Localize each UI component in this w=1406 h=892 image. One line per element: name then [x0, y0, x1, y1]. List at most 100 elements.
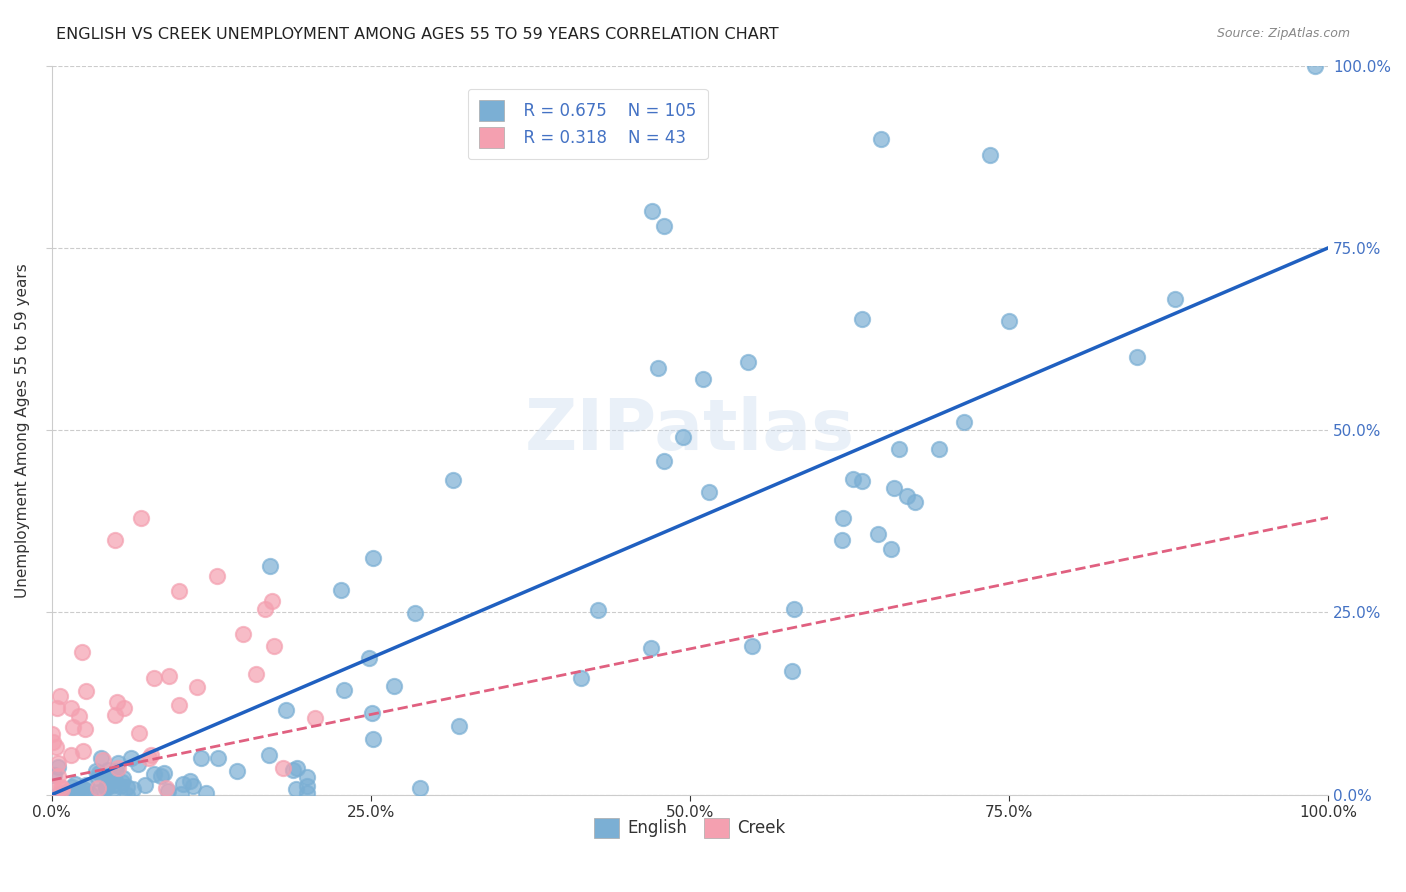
Point — [51, 781, 73, 796]
Point — [142, 671, 165, 685]
Point — [295, 786, 318, 800]
Text: Source: ZipAtlas.com: Source: ZipAtlas.com — [1216, 27, 1350, 40]
Point — [441, 473, 464, 487]
Point — [245, 666, 267, 681]
Point — [100, 770, 122, 784]
Point — [48, 788, 70, 802]
Point — [883, 482, 905, 496]
Point — [107, 756, 129, 770]
Point — [361, 706, 384, 720]
Point — [156, 784, 179, 798]
Point — [903, 494, 925, 508]
Point — [153, 766, 176, 780]
Point — [107, 695, 129, 709]
Point — [304, 711, 326, 725]
Point — [104, 764, 127, 779]
Point — [741, 639, 763, 653]
Text: ZIPatlas: ZIPatlas — [524, 396, 855, 465]
Point — [181, 779, 204, 793]
Point — [87, 780, 110, 795]
Point — [697, 485, 720, 500]
Point — [41, 727, 63, 741]
Point — [832, 510, 855, 524]
Point — [87, 772, 110, 786]
Point — [97, 763, 120, 777]
Point — [115, 780, 138, 794]
Point — [569, 671, 592, 685]
Point — [129, 510, 152, 524]
Point — [139, 747, 162, 762]
Point — [652, 453, 675, 467]
Point — [110, 779, 132, 793]
Point — [97, 769, 120, 783]
Point — [41, 780, 63, 794]
Point — [271, 760, 294, 774]
Point — [48, 787, 70, 801]
Point — [48, 760, 70, 774]
Point — [120, 751, 142, 765]
Point — [195, 786, 218, 800]
Point — [842, 472, 865, 486]
Point — [75, 778, 97, 792]
Point — [101, 778, 124, 792]
Point — [283, 764, 305, 778]
Point — [172, 777, 194, 791]
Point — [1305, 59, 1327, 73]
Point — [112, 701, 135, 715]
Point — [96, 780, 118, 794]
Point — [408, 781, 430, 796]
Point — [41, 735, 63, 749]
Point — [46, 700, 69, 714]
Point — [285, 761, 308, 775]
Point — [447, 719, 470, 733]
Point — [179, 774, 201, 789]
Point — [104, 533, 127, 547]
Point — [42, 768, 65, 782]
Point — [586, 603, 609, 617]
Point — [879, 541, 901, 556]
Point — [55, 785, 77, 799]
Point — [46, 756, 69, 770]
Point — [121, 782, 143, 797]
Point — [63, 777, 86, 791]
Point — [186, 680, 208, 694]
Point — [67, 709, 90, 723]
Point — [263, 639, 285, 653]
Point — [295, 779, 318, 793]
Point — [692, 372, 714, 386]
Point — [737, 355, 759, 369]
Point — [59, 701, 82, 715]
Point — [115, 788, 138, 802]
Point — [167, 583, 190, 598]
Y-axis label: Unemployment Among Ages 55 to 59 years: Unemployment Among Ages 55 to 59 years — [15, 263, 30, 598]
Point — [169, 698, 191, 712]
Point — [49, 689, 72, 703]
Point — [49, 780, 72, 794]
Point — [87, 785, 110, 799]
Point — [262, 594, 284, 608]
Point — [87, 765, 110, 780]
Point — [831, 533, 853, 547]
Point — [226, 764, 249, 779]
Point — [361, 731, 384, 746]
Point — [45, 739, 67, 754]
Point — [101, 782, 124, 797]
Point — [190, 751, 212, 765]
Point — [1164, 292, 1187, 306]
Point — [257, 748, 280, 763]
Point — [75, 722, 97, 736]
Point — [333, 682, 356, 697]
Point — [67, 781, 90, 796]
Point — [640, 204, 662, 219]
Point — [94, 781, 117, 796]
Point — [72, 744, 94, 758]
Point — [103, 772, 125, 786]
Point — [359, 651, 381, 665]
Point — [295, 770, 318, 784]
Point — [65, 786, 87, 800]
Text: ENGLISH VS CREEK UNEMPLOYMENT AMONG AGES 55 TO 59 YEARS CORRELATION CHART: ENGLISH VS CREEK UNEMPLOYMENT AMONG AGES… — [56, 27, 779, 42]
Point — [928, 442, 950, 456]
Point — [62, 720, 84, 734]
Point — [72, 645, 94, 659]
Point — [72, 782, 94, 797]
